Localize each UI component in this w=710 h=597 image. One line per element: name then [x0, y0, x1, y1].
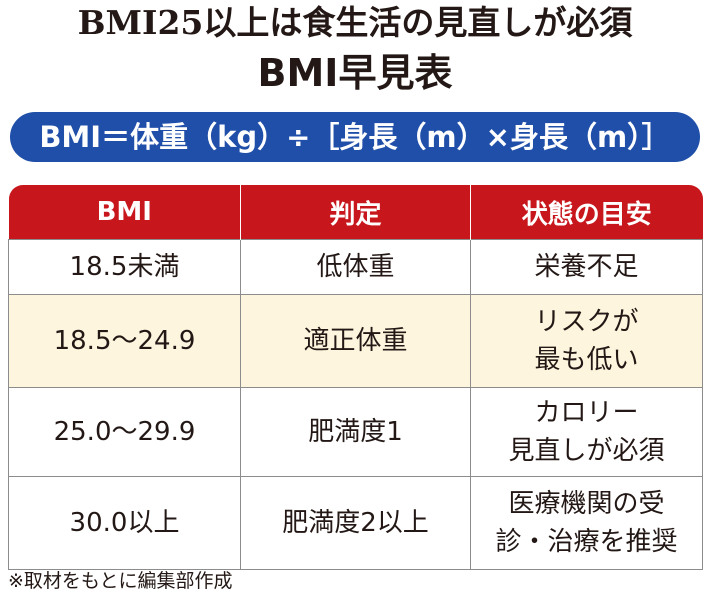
column-header: BMI — [8, 185, 241, 240]
subtitle: BMI早見表 — [257, 51, 453, 95]
formula-banner: BMI＝体重（kg）÷［身長（m）×身長（m）］ — [10, 112, 700, 162]
table-row: 18.5未満 低体重 栄養不足 — [8, 239, 703, 295]
column-header: 判定 — [240, 185, 471, 240]
table-cell: リスクが 最も低い — [470, 294, 703, 388]
table-row: 25.0～29.9 肥満度1 カロリー 見直しが必須 — [8, 387, 703, 477]
table-row: 18.5～24.9 適正体重 リスクが 最も低い — [8, 294, 703, 388]
header-row: BMI 判定 状態の目安 — [8, 185, 703, 240]
table-cell: 18.5～24.9 — [8, 294, 241, 388]
table-body: 18.5未満 低体重 栄養不足 18.5～24.9 適正体重 リスクが 最も低い 25.0～… — [8, 239, 703, 570]
title: BMI25以上は食生活の見直しが必須 — [77, 3, 633, 42]
bmi-table: BMI 判定 状態の目安 18.5未満 低体重 栄養不足 18.5～24.9 適正体重 リスク… — [8, 185, 703, 570]
column-header: 状態の目安 — [470, 185, 703, 240]
table-cell: 低体重 — [240, 239, 471, 295]
table-cell: カロリー 見直しが必須 — [470, 387, 703, 477]
table-cell: 医療機関の受 診・治療を推奨 — [470, 476, 703, 570]
table-cell: 25.0～29.9 — [8, 387, 241, 477]
table-cell: 肥満度1 — [240, 387, 471, 477]
table-cell: 18.5未満 — [8, 239, 241, 295]
source-note: ※取材をもとに編集部作成 — [8, 570, 233, 592]
table-cell: 適正体重 — [240, 294, 471, 388]
table-row: 30.0以上 肥満度2以上 医療機関の受 診・治療を推奨 — [8, 476, 703, 570]
table-cell: 30.0以上 — [8, 476, 241, 570]
table-cell: 肥満度2以上 — [240, 476, 471, 570]
table-cell: 栄養不足 — [470, 239, 703, 295]
